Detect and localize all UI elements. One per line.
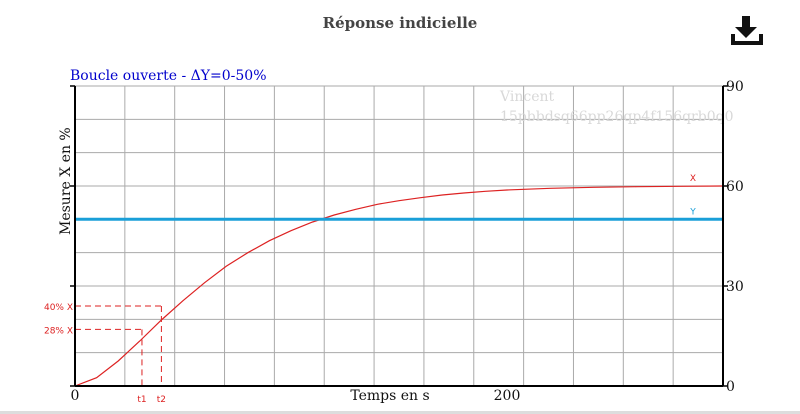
- annotation-label: 40% X: [44, 303, 73, 313]
- axis-ticks: 0 30 60 90 0 200: [70, 79, 744, 404]
- page-title: Réponse indicielle: [322, 14, 478, 32]
- chart-series: XY: [74, 174, 724, 387]
- series-label-x: X: [690, 174, 696, 184]
- series-label-y: Y: [689, 207, 696, 217]
- annotation-time-label: t2: [157, 395, 166, 405]
- x-axis-label: Temps en s: [350, 388, 429, 404]
- x-tick-label: 0: [71, 388, 80, 404]
- download-button[interactable]: [730, 14, 764, 46]
- annotation-label: 28% X: [44, 326, 73, 336]
- series-line-x: [74, 185, 724, 387]
- download-icon: [731, 16, 763, 45]
- bottom-divider: [0, 411, 800, 414]
- y-tick-label: 60: [726, 179, 744, 195]
- chart-grid: [75, 85, 723, 387]
- watermark-line-1: Vincent: [499, 89, 555, 105]
- annotation-time-label: t1: [137, 395, 146, 405]
- y-tick-label: 90: [726, 79, 744, 95]
- y-axis-label: Mesure X en %: [58, 127, 74, 235]
- y-tick-label: 0: [726, 379, 735, 395]
- watermark-line-2: 15pbbdsq66pp26qp4f156qrb0q0: [500, 109, 734, 125]
- x-tick-label: 200: [494, 388, 521, 404]
- chart-title: Boucle ouverte - ΔY=0-50%: [70, 68, 267, 84]
- chart-annotations: 40% X t2 28% X t1: [44, 303, 166, 405]
- y-tick-label: 30: [726, 279, 744, 295]
